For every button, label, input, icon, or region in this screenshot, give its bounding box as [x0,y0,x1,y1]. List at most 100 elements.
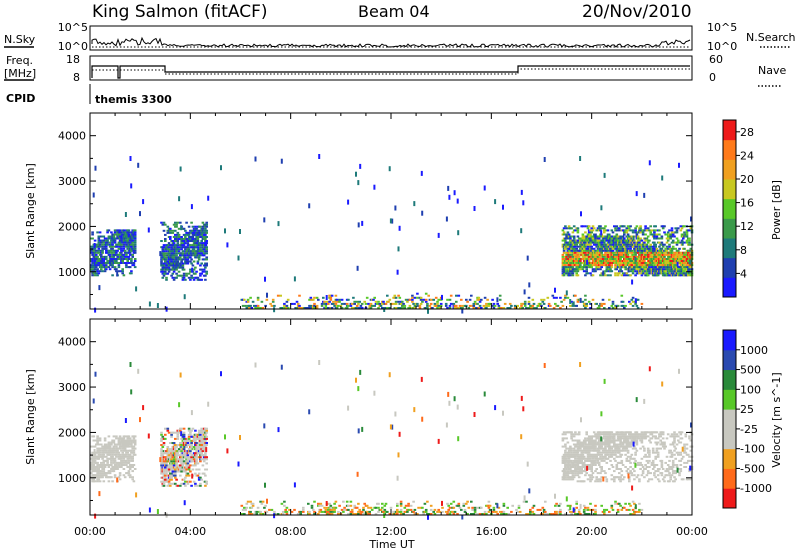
echo-cell [186,246,190,249]
echo-cell [605,443,609,446]
echo-cell [623,476,626,479]
echo-cell [167,252,171,255]
echo-cell [670,229,674,232]
echo-cell [567,272,571,275]
echo-cell [597,237,601,240]
echo-cell [620,445,624,448]
echo-cell [689,266,693,269]
freq-strip: Freq. [MHz] 18 8 60 0 Nave [4,53,786,87]
echo-cell [644,233,647,236]
echo-cell [260,300,264,303]
echo-cell [601,255,605,258]
echo-cell [579,457,582,460]
echo-cell [283,302,286,305]
echo-cell [584,298,587,301]
echo-cell [180,450,183,453]
echo-cell [186,260,190,263]
echo-cell [579,239,582,242]
echo-cell [416,292,419,295]
echo-cell [581,466,585,468]
echo-cell [127,241,131,244]
echo-cell [94,165,97,171]
echo-cell [125,233,128,236]
echo-cell [122,235,126,238]
echo-cell [613,251,616,254]
echo-cell [574,243,577,246]
echo-cell [485,307,488,309]
echo-cell [565,260,568,262]
echo-cell [125,449,128,452]
echo-cell [658,255,661,258]
echo-cell [671,253,675,256]
echo-cell [634,229,637,232]
echo-cell [574,239,577,242]
echo-cell [587,435,591,438]
echo-cell [660,272,664,275]
echo-cell [243,298,246,301]
echo-cell [643,266,646,269]
echo-cell [102,453,106,456]
echo-cell [92,249,96,252]
echo-cell [164,240,167,242]
echo-cell [591,225,595,228]
echo-cell [126,466,129,468]
echo-cell [108,235,112,238]
echo-cell [572,476,576,479]
echo-cell [587,231,591,234]
echo-cell [658,264,661,267]
echo-cell [594,470,597,473]
echo-cell [605,461,609,464]
echo-cell [190,429,193,432]
echo-cell [571,247,575,250]
echo-cell [608,468,611,470]
echo-cell [187,466,191,469]
echo-cell [241,304,245,307]
echo-cell [127,459,131,462]
echo-cell [200,278,203,281]
echo-cell [644,227,647,230]
echo-cell [167,480,171,483]
echo-cell [574,439,577,442]
echo-cell [300,307,304,309]
echo-cell [117,258,121,260]
echo-cell [123,476,127,479]
echo-cell [333,304,336,307]
echo-cell [564,443,567,446]
echo-cell [666,260,670,262]
echo-cell [606,260,610,262]
echo-cell [128,266,132,269]
echo-cell [653,268,656,271]
echo-cell [569,251,572,254]
echo-cell [103,437,107,440]
echo-cell [100,461,103,464]
echo-cell [290,302,294,305]
echo-cell [190,258,193,261]
echo-cell [594,439,597,442]
echo-cell [90,476,93,479]
echo-cell [571,243,575,246]
echo-cell [120,260,123,262]
echo-cell [646,253,650,256]
echo-cell [559,307,562,309]
echo-cell [90,268,93,271]
echo-cell [581,461,585,464]
echo-cell [615,468,619,470]
echo-cell [571,272,575,275]
echo-cell [604,447,607,450]
echo-cell [480,298,483,301]
echo-cell [570,435,573,438]
echo-cell [254,307,257,309]
echo-cell [179,466,182,469]
echo-cell [174,448,177,451]
echo-cell [283,304,286,307]
echo-cell [194,225,197,228]
echo-cell [566,470,570,473]
echo-cell [582,249,586,252]
echo-cell [582,457,586,460]
echo-cell [587,466,591,468]
echo-cell [576,459,580,462]
echo-cell [192,260,196,263]
echo-cell [120,262,123,264]
echo-cell [660,247,664,250]
echo-cell [343,302,346,305]
